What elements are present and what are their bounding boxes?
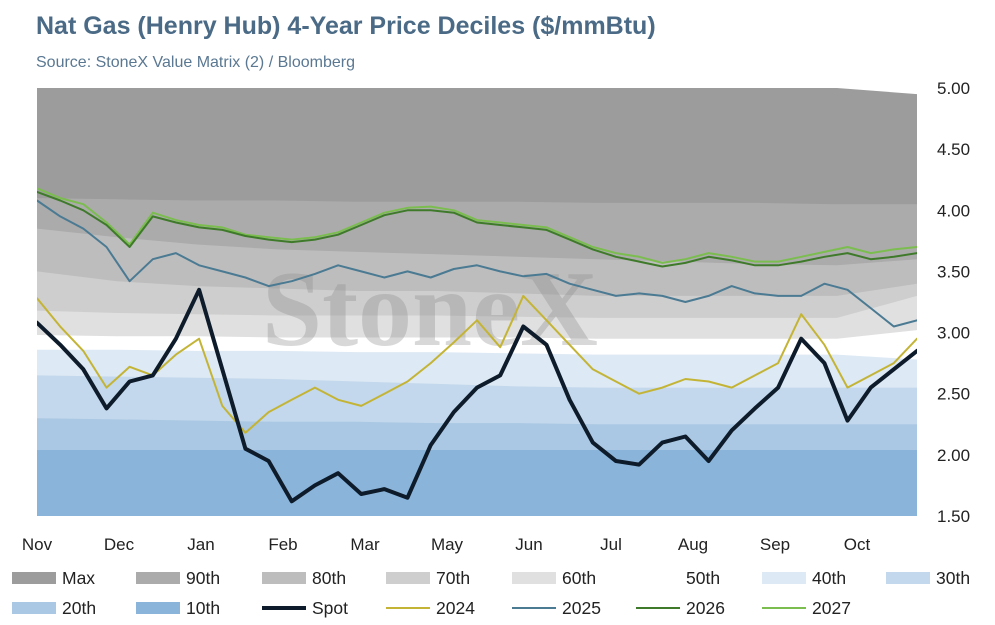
legend-item-60th: 60th xyxy=(512,566,596,590)
x-tick-label: Oct xyxy=(844,535,871,554)
legend-swatch xyxy=(512,607,556,609)
x-tick-label: Jun xyxy=(515,535,542,554)
y-tick-label: 3.50 xyxy=(937,262,970,281)
y-tick-label: 3.00 xyxy=(937,324,970,343)
legend-item-30th: 30th xyxy=(886,566,970,590)
legend-item-max: Max xyxy=(12,566,95,590)
y-tick-label: 4.00 xyxy=(937,201,970,220)
x-tick-label: Jan xyxy=(187,535,214,554)
y-tick-label: 2.50 xyxy=(937,385,970,404)
x-tick-label: Jul xyxy=(600,535,622,554)
series-line-2027 xyxy=(37,187,917,264)
legend-item-90th: 90th xyxy=(136,566,220,590)
legend-item-70th: 70th xyxy=(386,566,470,590)
x-tick-label: Nov xyxy=(22,535,53,554)
legend-label: 60th xyxy=(562,567,597,588)
y-tick-label: 1.50 xyxy=(937,507,970,526)
legend-item-2026: 2026 xyxy=(636,596,725,620)
legend-item-2024: 2024 xyxy=(386,596,475,620)
x-tick-label: Mar xyxy=(350,535,380,554)
legend-item-20th: 20th xyxy=(12,596,96,620)
chart-subtitle: Source: StoneX Value Matrix (2) / Bloomb… xyxy=(36,54,355,71)
x-tick-label: Sep xyxy=(760,535,790,554)
legend-swatch xyxy=(762,607,806,609)
legend-label: 2025 xyxy=(562,597,601,618)
x-tick-label: Feb xyxy=(268,535,297,554)
y-tick-label: 4.50 xyxy=(937,140,970,159)
legend-swatch xyxy=(762,572,806,584)
x-tick-label: Aug xyxy=(678,535,708,554)
legend-label: 10th xyxy=(186,597,221,618)
legend-label: 2024 xyxy=(436,597,475,618)
legend-label: 40th xyxy=(812,567,847,588)
legend-label: Max xyxy=(62,567,96,588)
legend-item-40th: 40th xyxy=(762,566,846,590)
legend-item-50th: 50th xyxy=(636,566,720,590)
legend-item-80th: 80th xyxy=(262,566,346,590)
chart-legend: Max 90th 80th 70th 60th 50th 40th 30th 20th 10th S… xyxy=(12,566,987,622)
legend-swatch xyxy=(136,602,180,614)
series-line-spot xyxy=(37,287,917,504)
legend-swatch xyxy=(386,607,430,609)
legend-item-2025: 2025 xyxy=(512,596,601,620)
legend-label: 50th xyxy=(686,567,721,588)
x-axis-ticks: Nov Dec Jan Feb Mar May Jun Jul Aug Sep Oct xyxy=(22,535,871,554)
x-tick-label: May xyxy=(431,535,464,554)
legend-label: Spot xyxy=(312,597,348,618)
y-axis-ticks: 5.00 4.50 4.00 3.50 3.00 2.50 2.00 1.50 xyxy=(937,79,970,526)
legend-label: 90th xyxy=(186,567,221,588)
stonex-watermark: StoneX xyxy=(262,250,598,369)
series-line-2024 xyxy=(37,294,917,434)
legend-item-10th: 10th xyxy=(136,596,220,620)
legend-swatch xyxy=(12,602,56,614)
y-tick-label: 5.00 xyxy=(937,79,970,98)
legend-label: 2026 xyxy=(686,597,725,618)
legend-item-spot: Spot xyxy=(262,596,348,620)
legend-swatch xyxy=(12,572,56,584)
legend-swatch xyxy=(386,572,430,584)
legend-label: 2027 xyxy=(812,597,851,618)
chart-canvas: StoneX 5.004.504.003.503.002.502.001.50 … xyxy=(22,79,970,554)
legend-label: 80th xyxy=(312,567,347,588)
legend-swatch xyxy=(512,572,556,584)
legend-swatch xyxy=(262,606,306,610)
legend-swatch xyxy=(636,572,680,584)
legend-swatch xyxy=(136,572,180,584)
x-tick-label: Dec xyxy=(104,535,135,554)
band-10th xyxy=(37,450,917,516)
legend-swatch xyxy=(886,572,930,584)
series-line-2025 xyxy=(37,199,917,328)
legend-label: 30th xyxy=(936,567,971,588)
legend-swatch xyxy=(262,572,306,584)
legend-label: 20th xyxy=(62,597,97,618)
chart-title: Nat Gas (Henry Hub) 4-Year Price Deciles… xyxy=(36,12,656,40)
legend-swatch xyxy=(636,607,680,609)
y-tick-label: 2.00 xyxy=(937,446,970,465)
legend-item-2027: 2027 xyxy=(762,596,851,620)
series-line-2026 xyxy=(37,190,917,268)
legend-label: 70th xyxy=(436,567,471,588)
price-series xyxy=(37,187,917,504)
